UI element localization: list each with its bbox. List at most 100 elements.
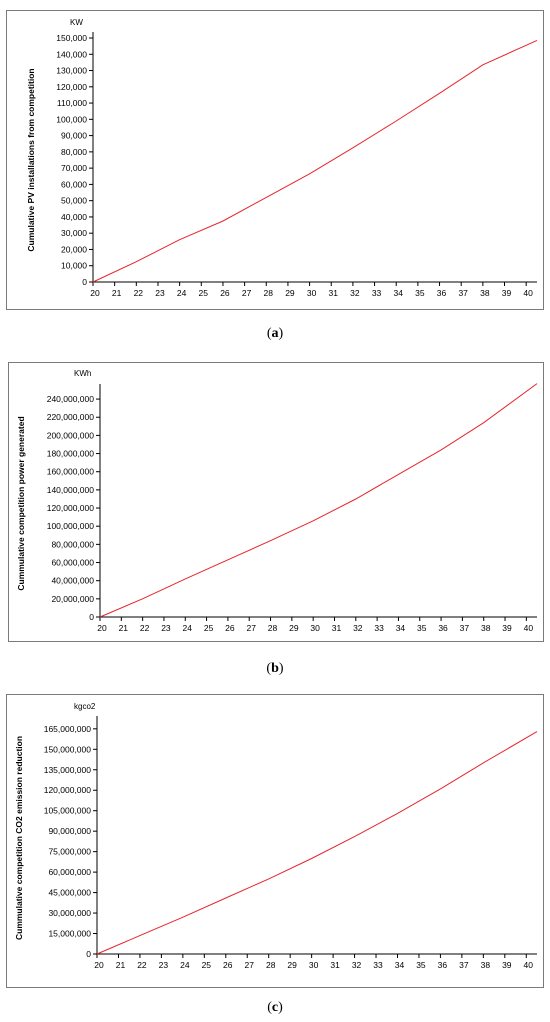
y-tick-label: 50,000 bbox=[61, 196, 87, 206]
caption-a: (a) bbox=[266, 326, 284, 341]
x-tick-label: 34 bbox=[393, 288, 403, 298]
x-tick-label: 31 bbox=[332, 623, 342, 633]
x-tick-label: 24 bbox=[180, 960, 190, 970]
x-tick-label: 39 bbox=[502, 960, 512, 970]
unit-label: KWh bbox=[74, 369, 91, 378]
unit-label: KW bbox=[70, 18, 83, 27]
y-tick-label: 90,000 bbox=[61, 131, 87, 141]
x-tick-label: 37 bbox=[460, 623, 470, 633]
x-tick-label: 34 bbox=[396, 623, 406, 633]
x-tick-label: 34 bbox=[395, 960, 405, 970]
x-tick-label: 22 bbox=[137, 960, 147, 970]
x-tick-label: 22 bbox=[134, 288, 144, 298]
x-tick-label: 32 bbox=[353, 623, 363, 633]
x-tick-label: 23 bbox=[155, 288, 165, 298]
y-tick-label: 40,000,000 bbox=[51, 576, 94, 586]
x-tick-label: 22 bbox=[140, 623, 150, 633]
x-tick-label: 32 bbox=[350, 288, 360, 298]
y-tick-label: 60,000,000 bbox=[48, 867, 91, 877]
x-tick-label: 33 bbox=[373, 960, 383, 970]
x-tick-label: 27 bbox=[245, 960, 255, 970]
caption-c: (c) bbox=[267, 1000, 283, 1015]
y-tick-label: 40,000 bbox=[61, 212, 87, 222]
y-tick-label: 120,000,000 bbox=[47, 503, 95, 513]
x-tick-label: 24 bbox=[183, 623, 193, 633]
y-tick-label: 120,000 bbox=[56, 82, 87, 92]
x-tick-label: 23 bbox=[159, 960, 169, 970]
x-tick-label: 38 bbox=[481, 960, 491, 970]
y-tick-label: 200,000,000 bbox=[47, 430, 95, 440]
x-tick-label: 27 bbox=[242, 288, 252, 298]
x-tick-label: 30 bbox=[309, 960, 319, 970]
x-tick-label: 25 bbox=[199, 288, 209, 298]
x-tick-label: 36 bbox=[438, 960, 448, 970]
y-tick-label: 135,000,000 bbox=[44, 765, 92, 775]
x-tick-label: 35 bbox=[416, 960, 426, 970]
y-tick-label: 140,000,000 bbox=[47, 485, 95, 495]
chart-frame-a bbox=[6, 10, 544, 310]
y-tick-label: 60,000,000 bbox=[51, 558, 94, 568]
x-tick-label: 26 bbox=[223, 960, 233, 970]
y-axis-label: Cummulative competition power generated bbox=[16, 416, 26, 590]
chart-c: kgco2 Cummulative competition CO2 emissio… bbox=[14, 702, 538, 970]
y-axis-label: Cummulative competition CO2 emission red… bbox=[14, 736, 24, 940]
y-tick-label: 60,000 bbox=[61, 179, 87, 189]
y-tick-label: 20,000 bbox=[61, 244, 87, 254]
x-tick-label: 29 bbox=[287, 960, 297, 970]
x-tick-label: 28 bbox=[264, 288, 274, 298]
x-tick-label: 27 bbox=[246, 623, 256, 633]
x-tick-label: 33 bbox=[374, 623, 384, 633]
x-tick-label: 23 bbox=[161, 623, 171, 633]
y-tick-label: 140,000 bbox=[56, 49, 87, 59]
x-tick-label: 20 bbox=[90, 288, 100, 298]
y-tick-label: 150,000,000 bbox=[44, 744, 92, 754]
chart-frame-c bbox=[6, 694, 544, 988]
x-tick-label: 38 bbox=[480, 288, 490, 298]
y-tick-label: 45,000,000 bbox=[48, 888, 91, 898]
caption-b-letter: b bbox=[271, 661, 279, 676]
x-tick-label: 20 bbox=[94, 960, 104, 970]
x-tick-label: 37 bbox=[459, 960, 469, 970]
caption-c-letter: c bbox=[271, 1000, 279, 1015]
x-tick-label: 35 bbox=[415, 288, 425, 298]
x-tick-label: 21 bbox=[119, 623, 129, 633]
series-line bbox=[96, 731, 538, 955]
x-tick-label: 29 bbox=[285, 288, 295, 298]
x-tick-label: 36 bbox=[437, 288, 447, 298]
y-axis-label: Cumulative PV installations from competi… bbox=[26, 68, 36, 251]
y-tick-label: 0 bbox=[86, 949, 91, 959]
x-tick-label: 25 bbox=[204, 623, 214, 633]
y-tick-label: 0 bbox=[82, 277, 87, 287]
y-tick-label: 240,000,000 bbox=[47, 394, 95, 404]
y-tick-label: 120,000,000 bbox=[44, 785, 92, 795]
x-tick-label: 37 bbox=[458, 288, 468, 298]
series-line bbox=[99, 383, 538, 618]
x-tick-label: 26 bbox=[220, 288, 230, 298]
x-tick-label: 24 bbox=[177, 288, 187, 298]
unit-label: kgco2 bbox=[74, 702, 96, 711]
y-tick-label: 105,000,000 bbox=[44, 806, 92, 816]
y-tick-label: 220,000,000 bbox=[47, 412, 95, 422]
x-tick-label: 21 bbox=[116, 960, 126, 970]
caption-a-letter: a bbox=[271, 326, 279, 341]
y-tick-label: 90,000,000 bbox=[48, 826, 91, 836]
y-tick-label: 100,000 bbox=[56, 114, 87, 124]
x-tick-label: 20 bbox=[97, 623, 107, 633]
x-tick-label: 21 bbox=[112, 288, 122, 298]
y-tick-label: 30,000 bbox=[61, 228, 87, 238]
y-tick-label: 10,000 bbox=[61, 261, 87, 271]
y-tick-label: 0 bbox=[89, 612, 94, 622]
y-tick-label: 80,000 bbox=[61, 147, 87, 157]
x-tick-label: 40 bbox=[524, 960, 534, 970]
y-tick-label: 160,000,000 bbox=[47, 467, 95, 477]
x-tick-label: 36 bbox=[438, 623, 448, 633]
x-tick-label: 33 bbox=[372, 288, 382, 298]
y-tick-label: 110,000 bbox=[57, 98, 87, 108]
y-tick-label: 20,000,000 bbox=[51, 594, 94, 604]
y-tick-label: 130,000 bbox=[56, 66, 87, 76]
y-tick-label: 165,000,000 bbox=[44, 724, 92, 734]
x-tick-label: 39 bbox=[502, 288, 512, 298]
x-tick-label: 40 bbox=[523, 288, 533, 298]
y-tick-label: 75,000,000 bbox=[48, 847, 91, 857]
x-tick-label: 25 bbox=[202, 960, 212, 970]
